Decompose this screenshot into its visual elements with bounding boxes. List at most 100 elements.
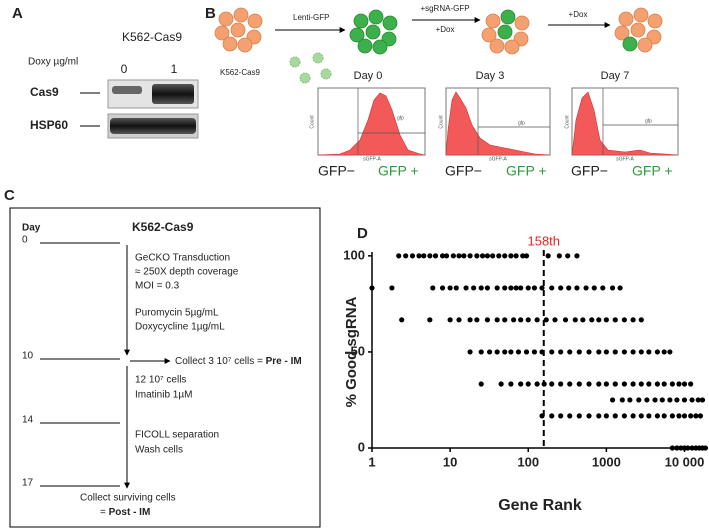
virus — [312, 52, 324, 64]
point — [644, 397, 650, 403]
point — [583, 285, 589, 291]
point — [456, 317, 462, 323]
point — [439, 253, 446, 259]
histogram — [317, 92, 426, 156]
cell — [218, 11, 234, 27]
cell — [237, 37, 253, 53]
point — [558, 285, 564, 291]
y-tick-label: 50 — [351, 343, 365, 358]
point — [502, 317, 508, 323]
point — [638, 381, 644, 387]
point — [689, 445, 695, 451]
x-tick-label: 1 — [368, 454, 375, 469]
point — [603, 381, 609, 387]
point — [567, 381, 573, 387]
point — [576, 349, 582, 355]
y-tick-label: 100 — [343, 247, 365, 262]
point — [574, 285, 580, 291]
day: 10 — [22, 351, 34, 362]
day-label: Day 7 — [601, 70, 630, 82]
point — [609, 285, 616, 291]
point — [456, 253, 462, 259]
point — [621, 349, 627, 355]
y-axis-label: % Good sgRNA — [343, 296, 360, 407]
point — [549, 413, 555, 419]
point — [589, 317, 595, 323]
point — [596, 413, 602, 419]
point — [688, 413, 694, 419]
cell — [647, 13, 663, 29]
cell — [353, 13, 369, 29]
protocol-box — [9, 207, 321, 528]
point — [534, 317, 540, 323]
point — [627, 397, 633, 403]
step: ≈ 250X depth coverage — [135, 267, 239, 278]
protocol-title: K562-Cas9 — [132, 220, 194, 234]
point — [612, 413, 618, 419]
point — [556, 253, 562, 259]
cell — [514, 15, 530, 31]
point — [609, 397, 616, 403]
cell — [497, 24, 513, 40]
point — [621, 317, 627, 323]
point — [447, 285, 453, 291]
point — [654, 349, 660, 355]
point — [432, 253, 439, 259]
point — [525, 317, 531, 323]
collect-text: Collect 3 10⁷ cells = — [175, 356, 266, 367]
dose: 1 — [171, 62, 178, 76]
cell — [614, 25, 630, 41]
point — [603, 349, 609, 355]
point — [681, 413, 688, 419]
point — [490, 253, 496, 259]
point — [565, 253, 571, 259]
point — [518, 381, 524, 387]
point — [494, 317, 500, 323]
point — [621, 381, 627, 387]
point — [600, 285, 606, 291]
panel-b: B K562-Cas9 Lenti-GFP +sgRNA-GFP +Dox +D… — [205, 4, 679, 179]
cell — [349, 27, 365, 43]
point — [702, 445, 708, 451]
collect-tag: Post - IM — [109, 507, 151, 518]
axis-label: sGFP-A — [363, 156, 381, 162]
point — [586, 413, 592, 419]
point — [661, 381, 667, 387]
point — [558, 349, 564, 355]
point — [693, 413, 699, 419]
point — [676, 381, 682, 387]
point — [399, 317, 405, 323]
gfp-pos: GFP + — [632, 163, 673, 179]
point — [484, 285, 490, 291]
point — [484, 317, 490, 323]
blot-title: K562-Cas9 — [122, 30, 182, 44]
cell — [230, 22, 246, 38]
point — [549, 285, 555, 291]
point — [612, 317, 618, 323]
point — [450, 253, 456, 259]
collect: = Post - IM — [100, 507, 150, 518]
point — [586, 349, 592, 355]
point — [689, 397, 695, 403]
gfp-neg: GFP− — [445, 163, 482, 179]
panel-label: A — [12, 5, 23, 22]
point — [396, 253, 402, 259]
point — [447, 317, 453, 323]
day-label: Day 0 — [354, 70, 383, 82]
point — [676, 413, 682, 419]
x-tick-label: 10 — [443, 454, 457, 469]
point — [531, 349, 538, 355]
step: GeCKO Transduction — [135, 253, 230, 264]
panel-a: A K562-Cas9 Doxy µg/ml 0 1 Cas9 HSP60 — [12, 5, 199, 139]
point — [534, 381, 540, 387]
cell — [637, 37, 653, 53]
cell — [372, 39, 388, 55]
cell — [633, 7, 649, 23]
step: Imatinib 1µM — [135, 390, 192, 401]
point — [467, 253, 473, 259]
point — [659, 397, 665, 403]
point — [443, 253, 450, 259]
cell — [618, 11, 634, 27]
point — [523, 253, 530, 259]
